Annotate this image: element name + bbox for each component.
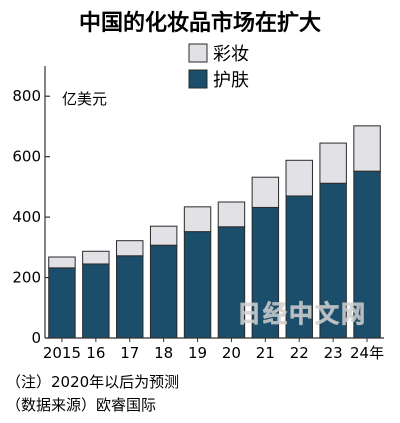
- x-tick-label: 16: [86, 344, 105, 362]
- y-axis: 0 200 400 600 800: [12, 66, 50, 347]
- x-tick-label: 19: [188, 344, 207, 362]
- bar-makeup-23: [319, 142, 347, 184]
- bars: [48, 125, 381, 339]
- x-tick-label: 2015: [43, 344, 81, 362]
- y-tick-label: 400: [12, 208, 41, 226]
- bar-skincare-18: [149, 244, 178, 339]
- bar-skincare-24年: [353, 170, 381, 339]
- bar-skincare-19: [183, 231, 212, 339]
- x-tick-label: 24年: [350, 344, 384, 362]
- bar-skincare-16: [82, 263, 110, 339]
- bar-makeup-2015: [48, 256, 76, 269]
- x-tick-label: 21: [256, 344, 275, 362]
- legend-swatch-skincare: [188, 69, 208, 89]
- bar-makeup-18: [149, 225, 178, 246]
- legend-swatch-makeup: [188, 43, 208, 63]
- bar-skincare-21: [251, 206, 280, 339]
- x-tick-label: 23: [324, 344, 343, 362]
- y-tick-label: 0: [31, 329, 41, 347]
- x-axis: 2015 16 17 18 19 20 21 22 23 24年: [43, 337, 384, 362]
- bar-skincare-2015: [48, 267, 76, 339]
- bar-makeup-21: [251, 176, 280, 208]
- y-tick-label: 600: [12, 148, 41, 166]
- chart-title: 中国的化妆品市场在扩大: [79, 10, 321, 36]
- x-tick-label: 20: [222, 344, 241, 362]
- watermark: 日经中文网: [237, 300, 367, 328]
- bar-makeup-24年: [353, 125, 381, 172]
- bar-makeup-20: [217, 201, 246, 228]
- bar-makeup-16: [82, 250, 110, 265]
- unit-label: 亿美元: [62, 90, 107, 108]
- bar-makeup-19: [183, 206, 212, 233]
- y-tick-label: 800: [12, 87, 41, 105]
- bar-skincare-17: [116, 255, 144, 339]
- bar-makeup-22: [285, 159, 313, 197]
- bar-skincare-22: [285, 195, 313, 339]
- bar-skincare-23: [319, 182, 347, 339]
- legend-label-skincare: 护肤: [213, 70, 249, 91]
- forecast-note: （注）2020年以后为预测: [6, 373, 179, 391]
- bar-makeup-17: [116, 240, 144, 257]
- x-tick-label: 18: [154, 344, 173, 362]
- x-tick-label: 17: [120, 344, 139, 362]
- legend-label-makeup: 彩妆: [213, 44, 249, 65]
- source-note: （数据来源）欧睿国际: [6, 396, 156, 414]
- x-tick-label: 22: [290, 344, 309, 362]
- y-tick-label: 200: [12, 269, 41, 287]
